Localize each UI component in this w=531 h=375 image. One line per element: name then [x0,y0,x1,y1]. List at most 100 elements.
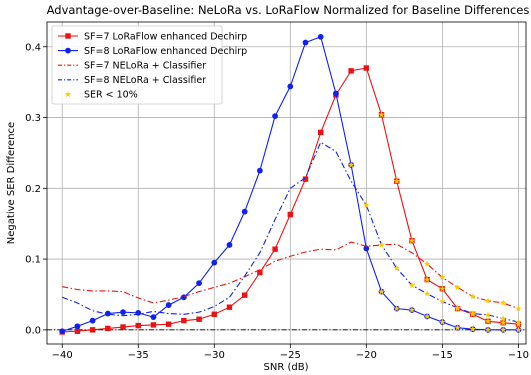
data-point [241,292,248,298]
data-point [454,283,461,291]
legend-entry: SF=8 NELoRa + Classifier [84,75,206,86]
data-point [469,310,477,318]
data-point [408,306,416,313]
data-point [378,111,385,118]
data-point [196,316,202,322]
plot-frame [46,21,527,345]
x-axis-label: SNR (dB) [264,362,309,373]
x-tick-label: −25 [280,350,301,361]
x-tick-label: −10 [508,350,529,361]
y-tick-label: 0.3 [25,113,41,124]
data-point [165,321,172,327]
data-point [469,293,477,300]
data-point [120,309,126,316]
data-point [226,304,233,310]
data-point [181,317,187,324]
data-point [150,314,157,321]
data-point [423,260,431,267]
data-point [484,311,492,318]
x-tick-label: −20 [356,350,377,361]
data-point [499,326,507,333]
data-point [393,264,400,272]
data-point [499,299,507,306]
data-point [333,90,339,97]
data-point [484,297,492,304]
data-point [196,280,202,287]
data-point [105,325,111,332]
data-point [74,328,81,334]
data-point [211,311,217,317]
legend-swatch-marker [65,33,71,39]
data-point [454,324,461,331]
x-tick-label: −40 [52,350,73,361]
data-point [302,176,309,182]
y-tick-label: 0.1 [25,255,41,266]
data-point [439,285,446,292]
data-point [423,290,431,297]
series-group [47,33,526,335]
data-point [211,259,218,266]
data-point [515,320,522,327]
data-point [393,305,400,312]
y-axis-label: Negative SER Difference [6,122,17,244]
data-point [408,237,416,244]
data-point [378,241,385,248]
data-point [469,325,477,332]
data-point [484,326,492,333]
data-point [302,39,309,46]
data-point [484,317,492,325]
data-point [150,322,157,328]
data-point [347,161,355,168]
data-point [423,313,431,320]
data-point [257,269,263,276]
data-point [499,319,507,326]
data-point [59,328,66,335]
x-tick-label: −30 [204,350,225,361]
data-point [363,245,370,252]
legend-entry: SF=7 NELoRa + Classifier [84,61,206,72]
legend-entry: SER < 10% [84,90,138,101]
chart-title: Advantage-over-Baseline: NeLoRa vs. LoRa… [47,3,530,17]
y-tick-label: 0.4 [25,42,41,53]
data-point [515,305,522,312]
data-point [180,294,187,301]
data-point [439,318,446,325]
data-point [439,274,446,281]
data-point [318,129,324,136]
legend-entry: SF=7 LoRaFlow enhanced Dechirp [84,31,247,42]
data-point [439,298,446,305]
data-point [363,201,370,209]
data-point [287,83,294,90]
data-point [272,113,278,120]
data-point [74,323,81,330]
data-point [499,315,507,322]
data-point [348,68,354,74]
data-point [317,33,324,40]
data-point [287,211,294,218]
data-point [378,288,385,295]
series-5 [347,111,522,333]
legend-box [51,25,223,105]
x-tick-label: −15 [432,350,453,361]
data-point [423,276,431,283]
data-point [272,246,278,252]
axis-ticks: −40 −35 −30 −25 −20 −15 −10 0.0 0.1 0.2 0.3 0.4 [25,42,529,361]
legend-entry: SF=8 LoRaFlow enhanced Dechirp [84,46,247,57]
legend-swatch-marker [64,91,72,98]
data-point [363,65,370,71]
data-point [120,324,126,330]
data-point [393,177,400,184]
legend-swatch-marker [65,47,71,54]
data-point [515,326,522,333]
data-point [89,327,96,333]
y-tick-label: 0.2 [25,184,41,195]
x-tick-label: −35 [128,350,149,361]
data-point [256,167,263,174]
y-tick-label: 0.0 [25,325,41,336]
data-point [89,317,96,324]
data-point [241,208,248,215]
data-point [104,310,111,317]
data-point [135,322,141,329]
data-point [226,242,233,248]
